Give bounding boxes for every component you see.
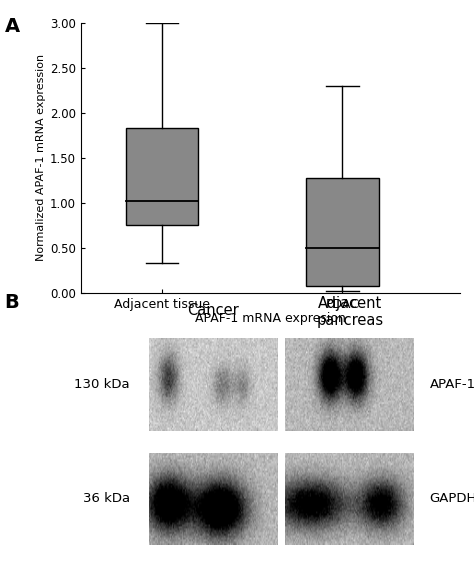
Bar	[126, 128, 198, 225]
Text: 130 kDa: 130 kDa	[74, 378, 130, 391]
Text: Adjacent
pancreas: Adjacent pancreas	[316, 295, 383, 328]
Bar	[306, 179, 379, 286]
Text: B: B	[5, 293, 19, 312]
Y-axis label: Normalized APAF-1 mRNA expression: Normalized APAF-1 mRNA expression	[36, 54, 46, 261]
X-axis label: APAF-1 mRNA expresion: APAF-1 mRNA expresion	[195, 312, 346, 325]
Text: APAF-1: APAF-1	[429, 378, 474, 391]
Text: GAPDH: GAPDH	[429, 493, 474, 505]
Text: 36 kDa: 36 kDa	[83, 493, 130, 505]
Text: A: A	[5, 17, 20, 36]
Text: Cancer: Cancer	[187, 303, 239, 318]
